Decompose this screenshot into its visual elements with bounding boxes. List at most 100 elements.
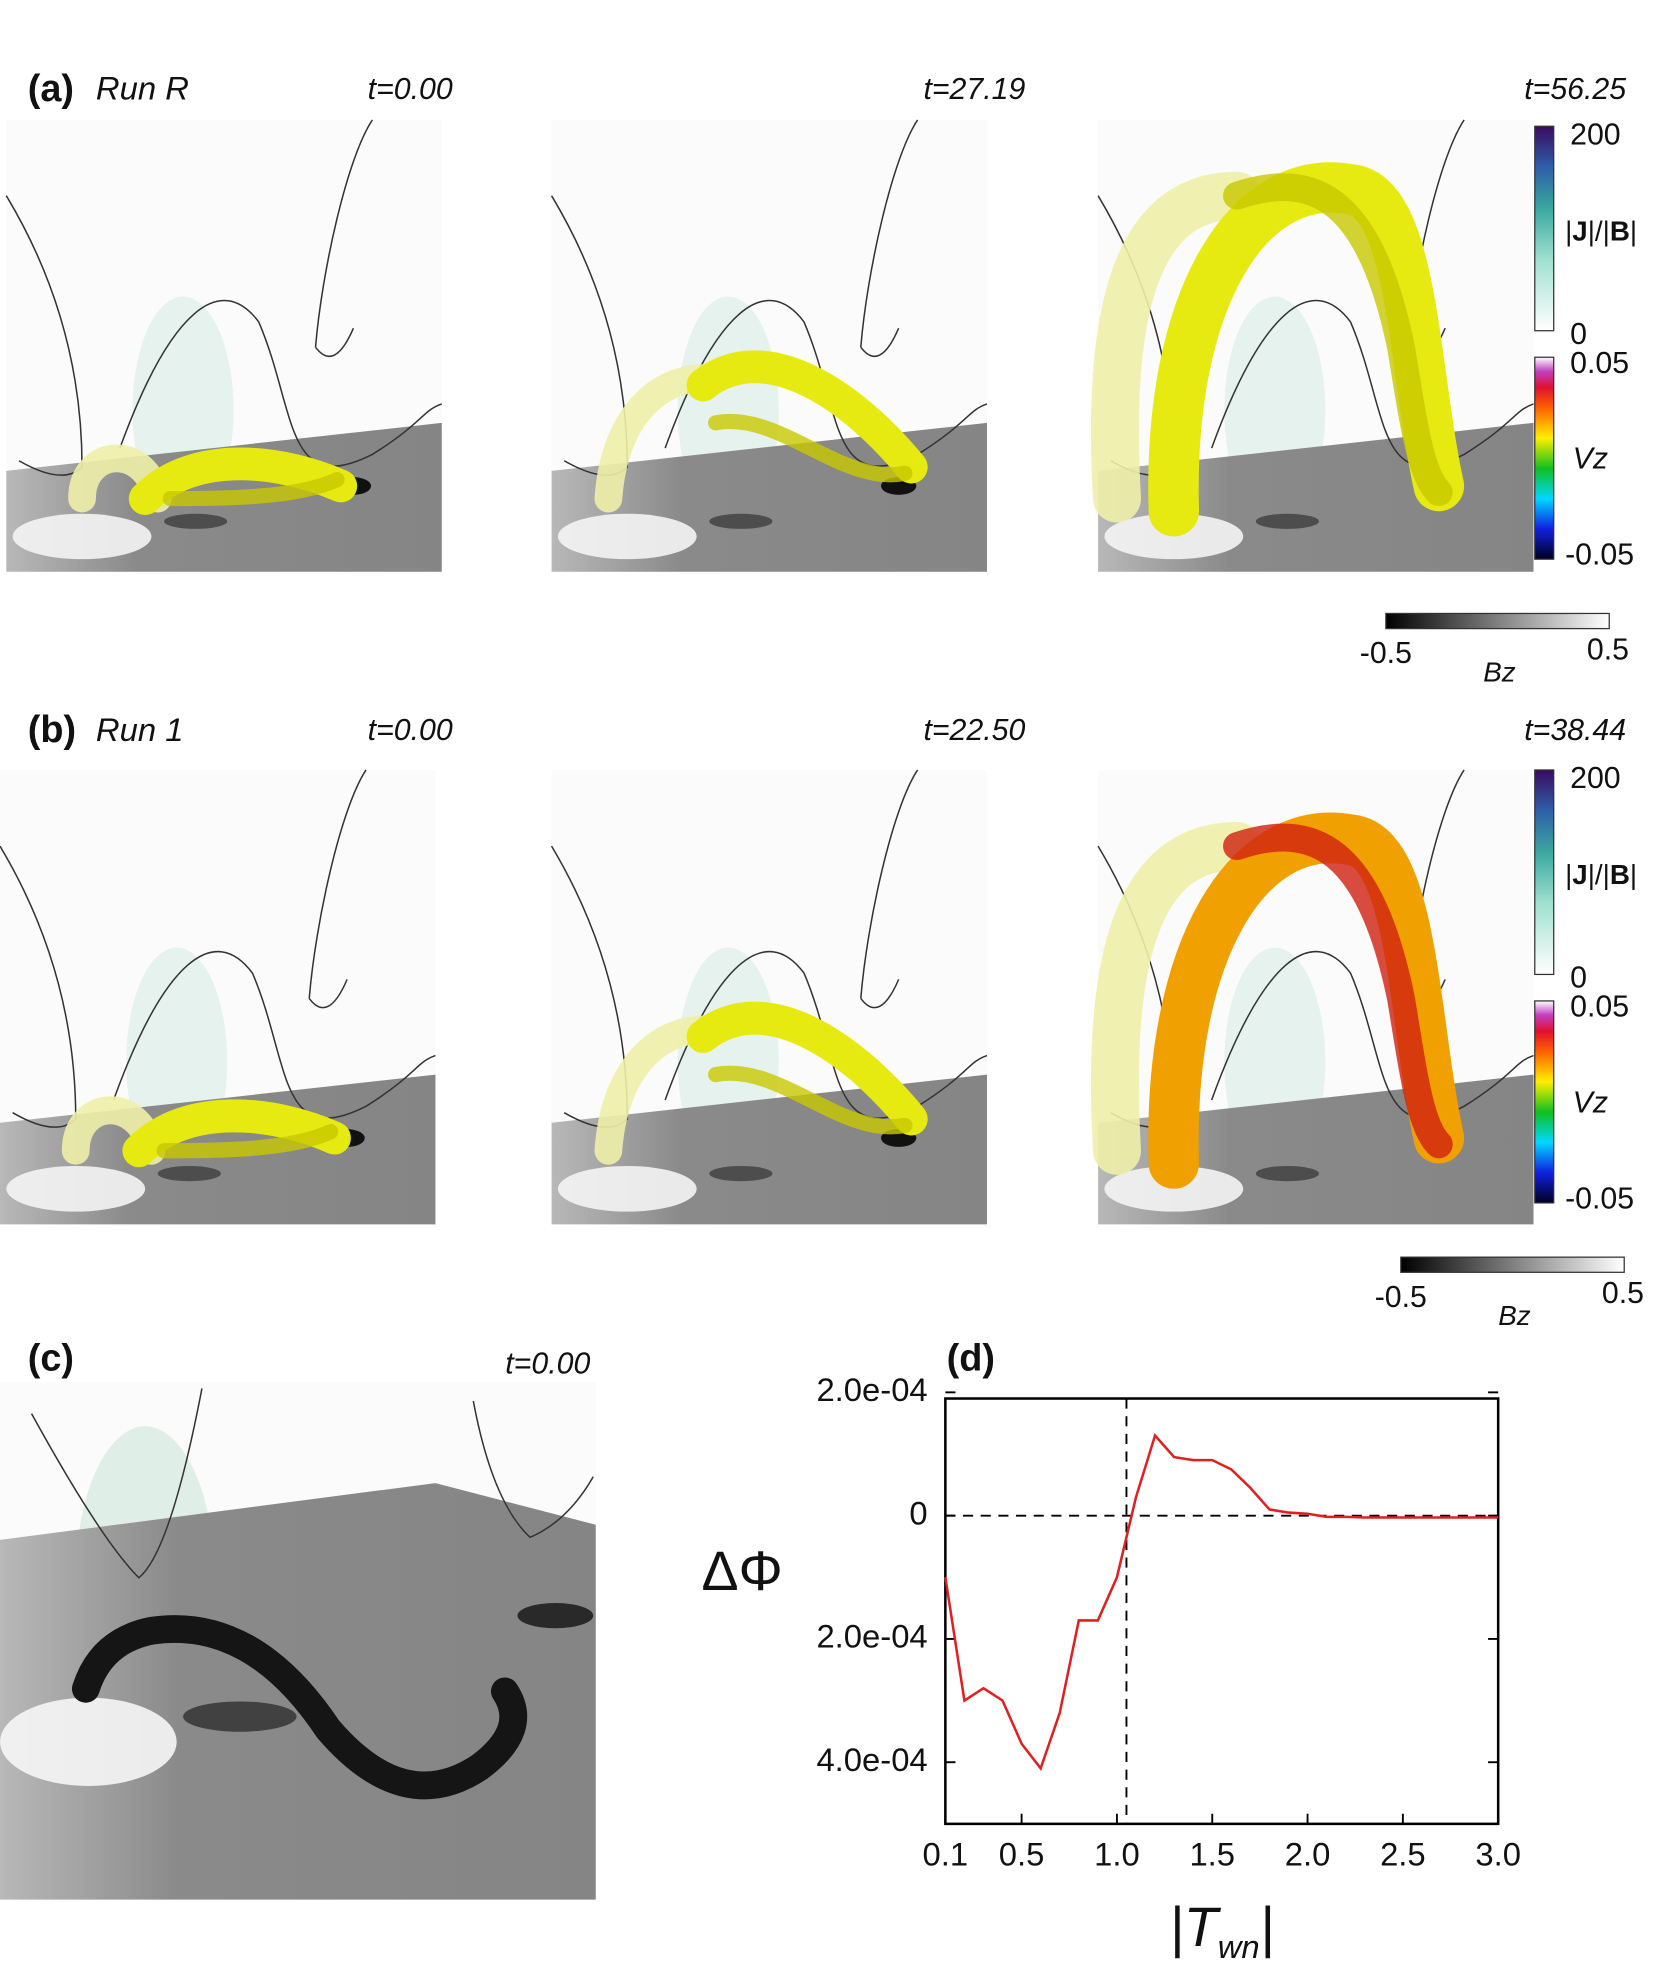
render-scene [0,769,436,1225]
render-scene [550,119,988,572]
x-tick-label: 1.5 [1189,1835,1235,1872]
x-tick-label: 2.5 [1380,1835,1426,1872]
colorbar-title: |J|/|B| [1565,216,1637,247]
flux-rope [686,350,928,484]
colorbar-j [1534,125,1555,332]
positive-polarity [557,513,697,560]
twist-axis [71,1615,528,1800]
render-scene [1090,119,1534,572]
colorbar-title: Bz [1498,1300,1531,1331]
colorbar-tick: 0.05 [1570,991,1629,1024]
positive-polarity [557,1165,697,1212]
flux-rope-back [1090,171,1261,523]
time-label: t=0.00 [368,73,453,106]
colorbar-vz [1534,356,1555,560]
flux-rope [1148,162,1465,537]
field-line-contour [30,1388,594,1579]
flux-rope [686,1001,928,1136]
colorbar-tick: -0.05 [1565,539,1634,572]
x-axis-label-part: | [1260,1896,1274,1959]
colorbar-title-part: | [1630,216,1637,247]
time-label: t=38.44 [1524,714,1626,747]
panel-label: (a) [28,68,74,110]
positive-polarity [0,1697,177,1787]
flux-rope-back [1090,822,1261,1175]
field-line-contour [5,195,442,476]
flux-rope-strands [1223,823,1453,1159]
colorbar-title: Vz [1573,1086,1608,1119]
colorbar-title-part: J [1572,860,1587,891]
x-tick-label: 0.5 [999,1835,1045,1872]
negative-patch [1255,1165,1319,1182]
x-tick-label: 0.1 [923,1835,969,1872]
colorbar-title: |J|/|B| [1565,860,1637,891]
flux-rope [122,1099,351,1168]
flux-rope-strands [708,1065,913,1135]
field-line-contour [0,845,436,1128]
colorbar-title: Vz [1573,443,1608,476]
y-tick-label: 2.0e-04 [816,1618,927,1655]
colorbar-tick: -0.5 [1360,637,1412,670]
time-label: t=0.00 [368,714,453,747]
positive-polarity [12,513,152,560]
y-tick-label: 4.0e-04 [816,1741,927,1778]
field-line-contour [860,119,919,358]
negative-patch [517,1602,594,1629]
colorbar-tick: 0.5 [1587,633,1629,666]
colorbar-tick: 0.5 [1602,1277,1644,1310]
x-axis-label: |Twn| [1169,1896,1274,1965]
colorbar-bz [1400,1256,1625,1273]
colorbar-title-part: | [1565,216,1572,247]
x-axis-label-part: |T [1169,1896,1221,1959]
colorbar-tick: 0 [1570,318,1587,351]
render-scene [0,1382,596,1900]
time-label: t=27.19 [923,73,1025,106]
negative-patch [164,513,228,529]
colorbar-vz [1534,1000,1555,1204]
flux-rope-strands [708,413,913,483]
plot-frame [944,1397,1500,1826]
render-scene [5,119,442,572]
time-label: t=0.00 [505,1348,590,1381]
colorbar-tick: -0.5 [1375,1281,1427,1314]
colorbar-tick: -0.05 [1565,1182,1634,1215]
colorbar-title-part: B [1610,216,1630,247]
negative-patch [709,513,773,529]
colorbar-title-part: |/| [1588,860,1610,891]
colorbar-title: Bz [1483,656,1516,687]
flux-rope [128,447,358,516]
panel-label: (c) [28,1338,74,1380]
colorbar-title-part: B [1610,860,1630,891]
render-scene [1090,769,1534,1225]
negative-patch [709,1165,773,1182]
flux-rope-strands [162,472,345,507]
y-tick-label: 2.0e-04 [816,1371,927,1408]
colorbar-tick: 0 [1570,961,1587,994]
field-line-contour [860,769,919,1009]
x-tick-label: 1.0 [1094,1835,1140,1872]
colorbar-tick: 200 [1570,762,1621,795]
field-line-contour [308,769,367,1009]
data-line [944,1432,1499,1772]
flux-rope [1148,812,1465,1189]
colorbar-title-part: J [1572,216,1587,247]
colorbar-tick: 0.05 [1570,347,1629,380]
y-tick-label: 0 [909,1494,927,1531]
colorbar-title-part: | [1630,860,1637,891]
colorbar-title-part: | [1565,860,1572,891]
negative-patch [157,1165,221,1182]
panel-label: (d) [947,1338,995,1380]
render-scene [550,769,988,1225]
negative-patch [183,1701,297,1732]
time-label: t=56.25 [1524,73,1626,106]
colorbar-j [1534,769,1555,976]
colorbar-title-part: |/| [1588,216,1610,247]
field-line-contour [314,119,373,358]
time-label: t=22.50 [923,714,1025,747]
positive-polarity [6,1165,146,1212]
flux-rope-strands [1223,173,1453,507]
panel-label: (b) [28,709,76,751]
x-tick-label: 3.0 [1475,1835,1521,1872]
x-axis-label-part: wn [1218,1927,1260,1964]
